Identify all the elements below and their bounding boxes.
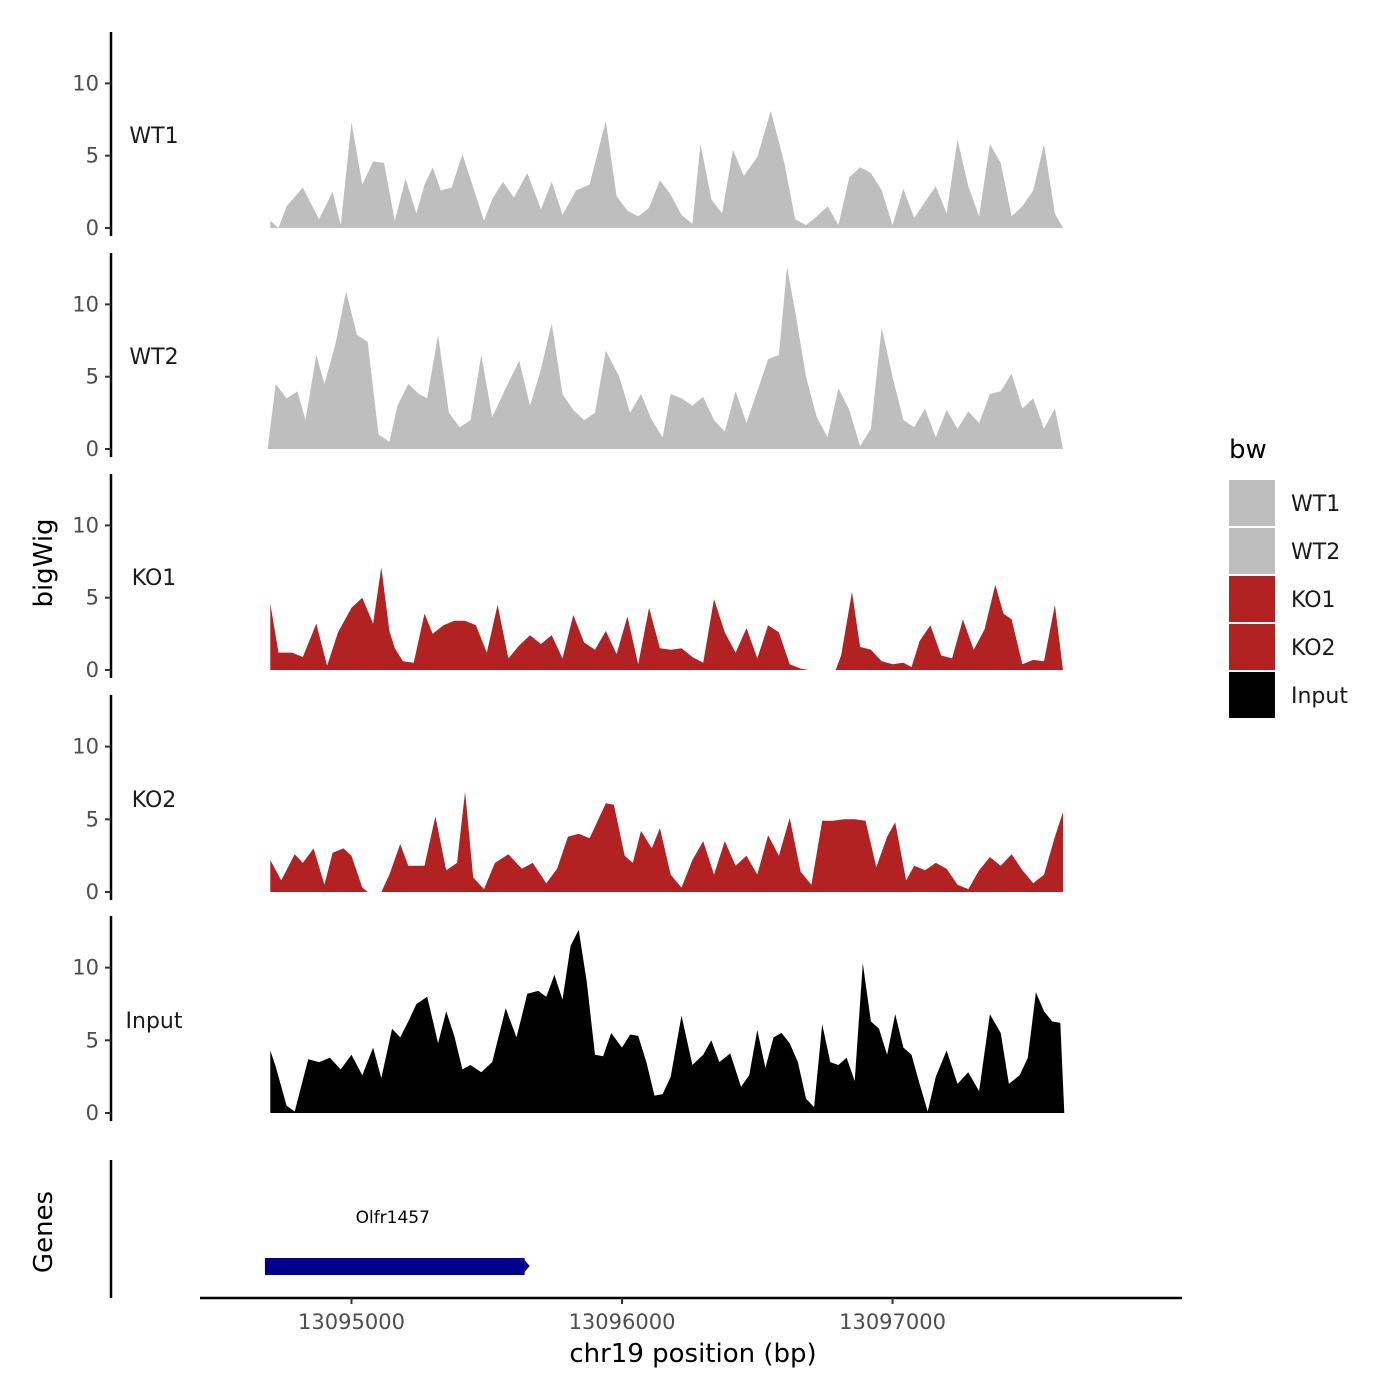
legend-label-wt1: WT1	[1291, 492, 1340, 517]
x-axis-title: chr19 position (bp)	[569, 1339, 816, 1369]
gene-label: Olfr1457	[356, 1208, 430, 1228]
gene-panel: Olfr1457	[109, 1160, 530, 1298]
x-tick-label: 13097000	[839, 1310, 946, 1334]
legend: bw WT1 WT2 KO1 KO2 Input	[1229, 435, 1348, 718]
x-axis: 13095000 13096000 13097000	[200, 1296, 1182, 1334]
track-panel-ko2: 0 5 10 KO2	[72, 695, 1063, 904]
y-tick-label: 10	[72, 71, 99, 95]
track-panel-wt2: 0 5 10 WT2	[72, 253, 1064, 461]
legend-label-ko2: KO2	[1291, 636, 1336, 661]
legend-label-input: Input	[1291, 684, 1348, 709]
coverage-area-ko1-2	[270, 567, 809, 670]
y-tick-label: 5	[86, 365, 99, 389]
y-tick-label: 5	[86, 586, 99, 610]
y-tick-label: 10	[72, 735, 99, 759]
legend-swatch-input	[1229, 672, 1275, 718]
gene-strand-arrow	[524, 1260, 530, 1272]
coverage-area-ko1-3	[835, 584, 1063, 670]
y-tick-label: 5	[86, 1028, 99, 1052]
track-panel-input: 0 5 10 Input	[72, 916, 1065, 1125]
y-tick-label: 0	[86, 1101, 99, 1125]
track-label-ko1: KO1	[132, 566, 177, 591]
genes-axis-title: Genes	[29, 1191, 59, 1273]
coverage-area-wt2-1	[267, 266, 1064, 449]
legend-swatch-wt2	[1229, 528, 1275, 574]
y-tick-label: 10	[72, 513, 99, 537]
x-tick-label: 13095000	[298, 1310, 405, 1334]
y-tick-label: 5	[86, 144, 99, 168]
y-tick-label: 0	[86, 437, 99, 461]
track-panel-wt1: 0 5 10 WT1	[72, 32, 1063, 240]
y-tick-label: 10	[72, 956, 99, 980]
x-tick-label: 13096000	[569, 1310, 676, 1334]
coverage-area-input-6	[270, 929, 1065, 1113]
coverage-area-wt1-0	[270, 110, 1063, 228]
track-panels: 0 5 10 WT1 0 5 10 WT2 0 5 10 KO1 0 5 10 KO2 0 5 10 Input	[72, 32, 1065, 1125]
track-label-input: Input	[126, 1009, 183, 1034]
y-axis-title: bigWig	[29, 518, 59, 607]
gene-body	[264, 1258, 525, 1275]
legend-label-ko1: KO1	[1291, 588, 1336, 613]
coverage-area-ko2-4	[270, 848, 368, 892]
legend-label-wt2: WT2	[1291, 540, 1340, 565]
track-label-wt1: WT1	[129, 124, 178, 149]
y-tick-label: 10	[72, 292, 99, 316]
track-label-wt2: WT2	[129, 345, 178, 370]
legend-title: bw	[1229, 435, 1267, 465]
y-tick-label: 0	[86, 216, 99, 240]
legend-swatch-ko2	[1229, 624, 1275, 670]
legend-swatch-wt1	[1229, 480, 1275, 526]
legend-swatch-ko1	[1229, 576, 1275, 622]
coverage-area-ko2-5	[381, 791, 1063, 892]
track-panel-ko1: 0 5 10 KO1	[72, 474, 1063, 682]
track-label-ko2: KO2	[132, 788, 177, 813]
gene-strand-arrow	[264, 1260, 270, 1272]
y-tick-label: 5	[86, 807, 99, 831]
y-tick-label: 0	[86, 658, 99, 682]
y-tick-label: 0	[86, 880, 99, 904]
